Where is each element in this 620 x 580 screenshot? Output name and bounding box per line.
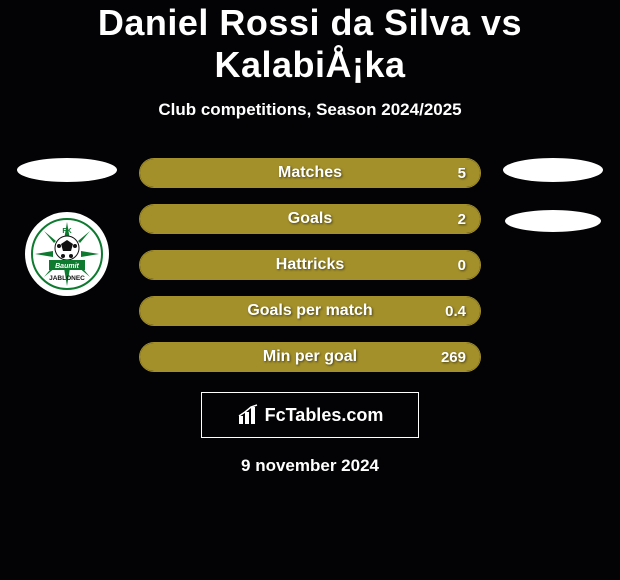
- bar-chart-icon: [237, 404, 259, 426]
- right-player-photo-placeholder: [503, 158, 603, 182]
- right-player-column: [501, 158, 605, 232]
- snapshot-date: 9 november 2024: [0, 456, 620, 476]
- svg-text:Baumit: Baumit: [55, 263, 79, 270]
- stats-column: Matches 5 Goals 2 Hattricks 0 Goals per …: [139, 158, 481, 372]
- right-club-badge-placeholder: [505, 210, 601, 232]
- left-player-column: FK Baumit JABLONEC: [15, 158, 119, 296]
- stat-value-right: 5: [458, 165, 466, 182]
- stat-label: Hattricks: [276, 256, 344, 274]
- stat-bar-goals-per-match: Goals per match 0.4: [139, 296, 481, 326]
- stat-value-right: 269: [441, 349, 466, 366]
- stat-value-right: 0: [458, 257, 466, 274]
- season-subtitle: Club competitions, Season 2024/2025: [0, 100, 620, 120]
- stat-bar-goals: Goals 2: [139, 204, 481, 234]
- jablonec-badge-icon: FK Baumit JABLONEC: [31, 218, 103, 290]
- stat-label: Min per goal: [263, 348, 357, 366]
- brand-box[interactable]: FcTables.com: [201, 392, 419, 438]
- page-title: Daniel Rossi da Silva vs KalabiÅ¡ka: [0, 0, 620, 86]
- left-player-photo-placeholder: [17, 158, 117, 182]
- stat-bar-min-per-goal: Min per goal 269: [139, 342, 481, 372]
- svg-text:JABLONEC: JABLONEC: [49, 275, 85, 282]
- stat-value-right: 0.4: [445, 303, 466, 320]
- stat-label: Goals: [288, 210, 332, 228]
- stat-label: Matches: [278, 164, 342, 182]
- content-row: FK Baumit JABLONEC Matches 5 Goals 2: [0, 158, 620, 372]
- brand-label: FcTables.com: [265, 405, 384, 426]
- svg-text:FK: FK: [62, 228, 71, 235]
- left-club-badge: FK Baumit JABLONEC: [25, 212, 109, 296]
- stat-value-right: 2: [458, 211, 466, 228]
- stat-bar-matches: Matches 5: [139, 158, 481, 188]
- stat-bar-hattricks: Hattricks 0: [139, 250, 481, 280]
- stat-label: Goals per match: [247, 302, 372, 320]
- comparison-infographic: Daniel Rossi da Silva vs KalabiÅ¡ka Club…: [0, 0, 620, 580]
